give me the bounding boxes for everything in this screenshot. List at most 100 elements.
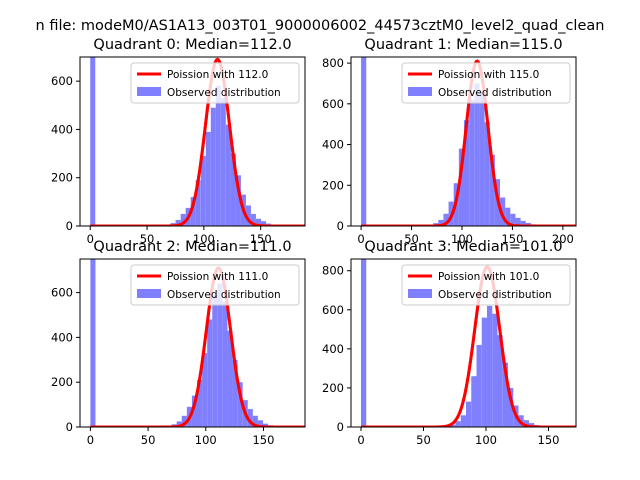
- x-tick-label: 200: [552, 232, 574, 246]
- histogram-bar: [222, 301, 228, 427]
- histogram-bar: [505, 207, 511, 226]
- histogram-bar: [257, 420, 263, 427]
- x-tick-label: 0: [87, 232, 94, 246]
- y-tick-label: 0: [66, 219, 73, 233]
- histogram-bar: [247, 409, 253, 427]
- subplot-title: Quadrant 2: Median=111.0: [93, 239, 291, 255]
- histogram-bar: [232, 359, 238, 427]
- y-tick-label: 800: [322, 264, 344, 278]
- histogram-bar: [180, 213, 186, 226]
- subplot-title: Quadrant 0: Median=112.0: [93, 37, 291, 53]
- axes-frame: [350, 258, 577, 428]
- legend-entry-observed: Observed distribution: [438, 289, 552, 301]
- y-tick-label: 600: [322, 303, 344, 317]
- legend-entry-observed: Observed distribution: [438, 87, 552, 99]
- histogram-bar: [90, 57, 96, 226]
- subplot-0: 0 50 100 150 0 200 400 600 Quadrant 0: Median=11…: [51, 37, 306, 246]
- legend: Poission with 112.0 Observed distribution: [130, 62, 300, 104]
- histogram-bar: [458, 148, 465, 226]
- histogram-bar: [190, 197, 196, 226]
- x-tick-label: 50: [140, 232, 155, 246]
- legend-box: [401, 264, 571, 306]
- x-tick-label: 50: [141, 433, 156, 447]
- plot-content: [361, 57, 576, 226]
- subplot-title: Quadrant 1: Median=115.0: [364, 37, 562, 53]
- histogram-bar: [523, 420, 529, 427]
- subplot-3: 0 50 100 150 0 200 400 600 800 Quadrant 3: Median…: [322, 239, 577, 447]
- y-tick-label: 400: [322, 138, 344, 152]
- x-tick-label: 100: [475, 433, 497, 447]
- axes-frame: [79, 258, 306, 428]
- y-tick-label: 0: [66, 420, 73, 434]
- y-tick-label: 200: [51, 171, 73, 185]
- histogram-bar: [502, 362, 508, 427]
- histogram-bar: [361, 259, 367, 427]
- y-tick-label: 400: [51, 122, 73, 136]
- histogram-bar: [476, 344, 482, 427]
- x-tick-label: 150: [501, 232, 523, 246]
- y-tick-label: 600: [51, 286, 73, 300]
- histogram-bar: [474, 83, 480, 226]
- x-tick-label: 0: [357, 433, 364, 447]
- histogram-bar: [191, 395, 197, 427]
- subplot-1: 0 50 100 150 200 0 200 400 600 800 Quadrant 1: Med…: [322, 37, 577, 246]
- legend-entry-poisson: Poission with 101.0: [438, 271, 539, 283]
- histogram-bar: [227, 330, 233, 427]
- histogram-bar: [525, 222, 531, 226]
- histogram-bar: [210, 107, 216, 226]
- histogram-bar: [469, 99, 475, 226]
- histogram-bar: [205, 131, 211, 226]
- axes-frame: [79, 56, 306, 227]
- histogram-bar: [245, 205, 251, 226]
- histogram-bar: [237, 382, 243, 427]
- y-tick-label: 600: [51, 74, 73, 88]
- histogram-bar: [200, 155, 206, 226]
- legend: Poission with 111.0 Observed distribution: [130, 264, 300, 306]
- histogram-bar: [235, 175, 241, 226]
- x-tick-label: 150: [538, 433, 560, 447]
- legend-box: [401, 62, 571, 104]
- legend-bar-swatch: [137, 87, 161, 96]
- histogram-bar: [175, 219, 181, 226]
- histogram-bar: [443, 213, 449, 226]
- histogram-bar: [197, 379, 203, 427]
- histogram-bar: [520, 220, 526, 226]
- histogram-bar: [479, 93, 485, 226]
- histogram-bar: [497, 335, 503, 427]
- histogram-bar: [487, 305, 493, 427]
- axes-frame: [350, 56, 577, 227]
- y-tick-label: 600: [322, 97, 344, 111]
- x-tick-label: 100: [451, 232, 473, 246]
- histogram-bar: [460, 415, 466, 427]
- legend-entry-observed: Observed distribution: [167, 289, 281, 301]
- legend-bar-swatch: [408, 87, 432, 96]
- histogram-bar: [508, 387, 514, 427]
- histogram-bar: [252, 415, 258, 427]
- histogram-bar: [225, 124, 231, 226]
- histogram-bar: [230, 153, 236, 226]
- histogram-bar: [492, 313, 498, 427]
- histogram-bar: [515, 217, 521, 226]
- x-tick-label: 150: [252, 433, 274, 447]
- histogram-bar: [464, 120, 470, 226]
- histogram-bar: [466, 401, 472, 427]
- histogram-bar: [450, 424, 456, 427]
- x-tick-label: 50: [416, 433, 431, 447]
- histogram-bar: [471, 376, 477, 427]
- histogram-bar: [489, 154, 495, 226]
- histogram-bar: [250, 213, 256, 226]
- legend-entry-poisson: Poission with 112.0: [167, 69, 268, 81]
- histogram-bar: [220, 98, 226, 226]
- legend: Poission with 101.0 Observed distribution: [401, 264, 571, 306]
- legend-entry-observed: Observed distribution: [167, 87, 281, 99]
- histogram-bar: [261, 221, 267, 226]
- subplot-2: 0 50 100 150 0 200 400 600 Quadrant 2: Median=11…: [51, 239, 306, 447]
- x-tick-label: 0: [357, 232, 364, 246]
- histogram-bar: [207, 319, 213, 427]
- legend-box: [130, 62, 300, 104]
- x-tick-label: 100: [193, 232, 215, 246]
- panels: 0 50 100 150 0 200 400 600 Quadrant 0: Median=11…: [51, 37, 577, 447]
- histogram-bar: [202, 353, 208, 427]
- y-tick-label: 400: [51, 330, 73, 344]
